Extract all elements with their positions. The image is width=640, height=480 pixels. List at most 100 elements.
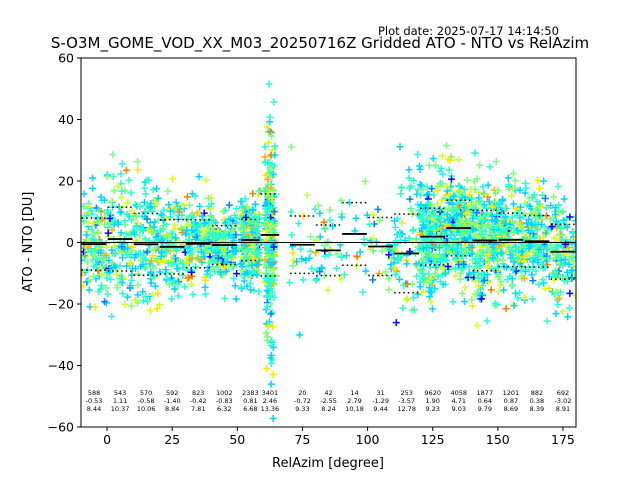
data-point [418,225,426,233]
data-point [514,243,522,251]
data-point [88,210,96,218]
data-point [118,279,126,287]
data-point [270,265,278,273]
data-point [188,280,196,288]
data-point [90,272,98,280]
data-point [264,176,272,184]
data-point [475,282,483,290]
bin-mean-label: -0.53 [86,397,103,405]
data-point [483,270,491,278]
data-point [488,203,496,211]
data-point [419,185,427,193]
data-point [412,235,420,243]
data-point [162,231,170,239]
data-point [534,176,542,184]
data-point [263,303,271,311]
bin-mean-label: -0.42 [190,397,207,405]
data-point [463,176,471,184]
data-point [551,255,559,263]
data-point [154,289,162,297]
data-point [246,279,254,287]
data-point [237,283,245,291]
data-point [139,252,147,260]
data-point [314,202,322,210]
data-point [521,293,529,301]
data-point [116,209,124,217]
bin-mean-label: -0.83 [216,397,233,405]
data-point [469,225,477,233]
bin-std-label: 9.23 [425,405,439,413]
data-point [410,177,418,185]
data-point [123,262,131,270]
data-point [125,176,133,184]
bin-std-label: 9.03 [452,405,466,413]
bin-count-label: 14 [350,389,358,397]
data-point [465,262,473,270]
data-point [94,228,102,236]
data-point [509,200,517,208]
data-point [426,275,434,283]
data-point [333,250,341,258]
data-point [142,256,150,264]
data-point [521,234,529,242]
data-point [233,270,241,278]
data-point [442,246,450,254]
data-point [264,139,272,147]
data-point [201,283,209,291]
data-point [159,225,167,233]
data-point [237,198,245,206]
data-point [255,187,263,195]
data-point [266,169,274,177]
data-point [111,250,119,258]
data-point [197,248,205,256]
data-point [483,317,491,325]
data-point [510,227,518,235]
data-point [108,259,116,267]
data-point [302,256,310,264]
data-point [513,219,521,227]
data-point [509,237,517,245]
data-point [391,223,399,231]
data-point [132,224,140,232]
data-point [119,203,127,211]
data-point [295,219,303,227]
data-point [392,240,400,248]
data-point [91,249,99,257]
data-point [525,215,533,223]
data-point [219,208,227,216]
data-point [475,274,483,282]
data-point [151,218,159,226]
data-point [443,210,451,218]
data-point [225,231,233,239]
data-point [486,228,494,236]
data-point [98,281,106,289]
data-point [96,285,104,293]
data-point [108,246,116,254]
data-point [298,255,306,263]
data-point [545,285,553,293]
data-point [103,173,111,181]
data-point [100,196,108,204]
data-point [168,257,176,265]
data-point [392,270,400,278]
data-point [132,251,140,259]
x-tick-label: 150 [486,432,510,447]
data-point [263,246,271,254]
bin-count-label: 3401 [262,389,279,397]
data-point [502,305,510,313]
data-point [444,263,452,271]
y-tick-label: −20 [48,297,74,312]
data-point [249,205,257,213]
data-point [528,271,536,279]
data-point [412,260,420,268]
data-point [251,200,259,208]
data-point [263,198,271,206]
data-point [208,200,216,208]
data-point [429,305,437,313]
data-point [476,262,484,270]
bin-count-label: 692 [557,389,569,397]
bin-count-label: 20 [298,389,306,397]
data-point [488,212,496,220]
data-point [563,268,571,276]
data-point [267,285,275,293]
